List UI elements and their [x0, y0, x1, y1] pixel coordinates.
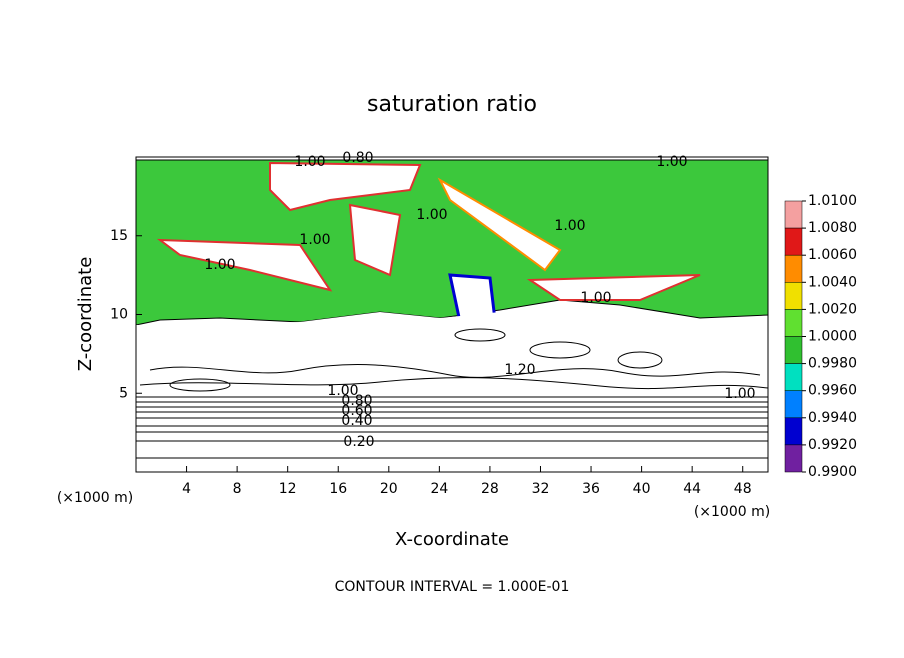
blob: [348, 203, 402, 277]
chart-title: saturation ratio: [367, 92, 537, 117]
x-tick-label: 48: [734, 481, 752, 497]
x-tick-label: 40: [633, 481, 651, 497]
colorbar-swatch: [784, 336, 803, 364]
colorbar-label: 1.0020: [808, 301, 857, 317]
x-tick-label: 20: [380, 481, 398, 497]
colorbar-swatch: [784, 390, 803, 419]
contour-label: 1.00: [656, 154, 687, 170]
x-axis-label: X-coordinate: [395, 529, 509, 550]
x-tick-label: 36: [582, 481, 600, 497]
colorbar-swatch: [784, 282, 803, 310]
x-unit-label: (×1000 m): [694, 504, 770, 520]
x-tick-label: 16: [329, 481, 347, 497]
x-tick-label: 28: [481, 481, 499, 497]
colorbar-label: 1.0040: [808, 274, 857, 290]
contour-label: 0.80: [341, 393, 372, 409]
x-tick-label: 32: [532, 481, 550, 497]
colorbar-label: 1.0100: [808, 193, 857, 209]
colorbar-label: 0.9940: [808, 410, 857, 426]
colorbar-swatch: [784, 417, 803, 446]
colorbar-label: 0.9960: [808, 383, 857, 399]
x-unit-label: (×1000 m): [57, 490, 133, 506]
colorbar-label: 0.9980: [808, 356, 857, 372]
contour-label: 1.00: [204, 257, 235, 273]
contour-label: 1.20: [504, 362, 535, 378]
contour-label: 1.00: [724, 386, 755, 402]
contour-label: 0.40: [341, 413, 372, 429]
colorbar-label: 1.0080: [808, 220, 857, 236]
colorbar-label: 0.9900: [808, 464, 857, 480]
y-axis-label: Z-coordinate: [75, 257, 96, 372]
colorbar-swatch: [784, 200, 803, 229]
colorbar-swatch: [784, 363, 803, 391]
blob: [526, 274, 701, 301]
contour-label: 1.00: [554, 218, 585, 234]
x-tick-label: 8: [233, 481, 242, 497]
contour-label: 1.00: [294, 154, 325, 170]
x-tick-label: 44: [683, 481, 701, 497]
colorbar-swatch: [784, 227, 803, 256]
colorbar-label: 0.9920: [808, 437, 857, 453]
footer: CONTOUR INTERVAL = 1.000E-01: [335, 579, 570, 595]
colorbar-label: 1.0000: [808, 329, 857, 345]
y-tick-label: 10: [110, 307, 128, 323]
colorbar-swatch: [784, 444, 803, 473]
contour-label: 1.00: [327, 383, 358, 399]
blob: [437, 177, 562, 272]
blob: [156, 238, 333, 292]
contour-label: 0.60: [341, 403, 372, 419]
contour-label: 0.80: [342, 150, 373, 166]
contours: [136, 328, 769, 459]
contour-label: 1.00: [299, 232, 330, 248]
white-region: [136, 310, 768, 395]
colorbar-swatch: [784, 309, 803, 337]
colorbar-swatch: [784, 254, 803, 283]
blob: [269, 161, 422, 212]
y-tick-label: 5: [119, 385, 128, 401]
contour-label: 0.20: [343, 434, 374, 450]
x-tick-label: 24: [430, 481, 448, 497]
y-tick-label: 15: [110, 228, 128, 244]
x-tick-label: 4: [182, 481, 191, 497]
colorbar-label: 1.0060: [808, 247, 857, 263]
contour-label: 1.00: [416, 207, 447, 223]
field: [135, 157, 769, 472]
x-tick-label: 12: [279, 481, 297, 497]
contour-label: 1.00: [580, 290, 611, 306]
